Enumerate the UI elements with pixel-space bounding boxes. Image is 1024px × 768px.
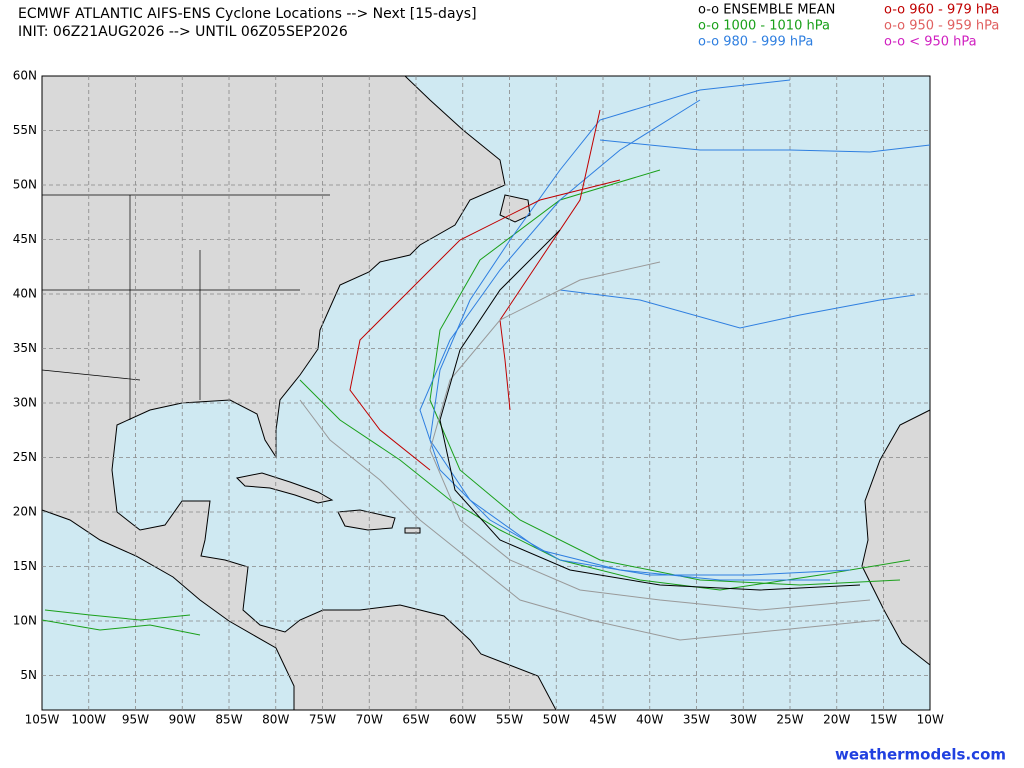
lat-label: 20N	[13, 505, 37, 519]
lat-label: 40N	[13, 287, 37, 301]
lon-label: 65W	[402, 713, 429, 727]
lon-label: 90W	[169, 713, 196, 727]
lat-label: 5N	[20, 668, 37, 682]
lat-label: 10N	[13, 614, 37, 628]
lon-label: 80W	[262, 713, 289, 727]
track	[41, 619, 201, 636]
legend-entry: o-o 950 - 959 hPa	[884, 19, 999, 34]
legend-entry: o-o 960 - 979 hPa	[884, 3, 999, 18]
lat-label: 30N	[13, 396, 37, 410]
lon-label: 105W	[25, 713, 60, 727]
track	[299, 399, 881, 641]
lon-label: 40W	[636, 713, 663, 727]
legend-entry: o-o 1000 - 1010 hPa	[698, 19, 830, 34]
track	[439, 229, 861, 591]
legend-entry: o-o < 950 hPa	[884, 35, 977, 50]
lon-label: 70W	[356, 713, 383, 727]
lon-label: 10W	[917, 713, 944, 727]
lon-label: 30W	[730, 713, 757, 727]
legend-entry: o-o 980 - 999 hPa	[698, 35, 813, 50]
track	[429, 261, 871, 611]
lat-label: 45N	[13, 232, 37, 246]
lon-label: 25W	[776, 713, 803, 727]
lon-label: 20W	[823, 713, 850, 727]
tracks	[41, 79, 931, 641]
subtitle: INIT: 06Z21AUG2026 --> UNTIL 06Z05SEP202…	[18, 24, 348, 40]
credit: weathermodels.com	[835, 746, 1006, 764]
lat-label: 60N	[13, 69, 37, 83]
track	[299, 379, 911, 591]
legend-entry: o-o ENSEMBLE MEAN	[698, 3, 835, 18]
track	[499, 109, 601, 411]
lon-label: 100W	[71, 713, 106, 727]
grid	[42, 76, 930, 710]
lat-label: 35N	[13, 341, 37, 355]
lat-label: 15N	[13, 559, 37, 573]
lon-label: 50W	[543, 713, 570, 727]
land	[41, 75, 931, 711]
lat-label: 55N	[13, 123, 37, 137]
lat-label: 50N	[13, 178, 37, 192]
track	[559, 289, 916, 329]
axes: 60N 55N 50N 45N 40N 35N 30N 25N 20N 15N 10N 5N 105W 1…	[13, 69, 944, 727]
lon-label: 75W	[309, 713, 336, 727]
lat-label: 25N	[13, 450, 37, 464]
title: ECMWF ATLANTIC AIFS-ENS Cyclone Location…	[18, 6, 477, 22]
lon-label: 85W	[215, 713, 242, 727]
track	[44, 609, 191, 621]
track	[429, 79, 830, 581]
track	[349, 179, 621, 471]
lon-label: 95W	[122, 713, 149, 727]
lon-label: 15W	[870, 713, 897, 727]
track	[599, 139, 931, 153]
lon-label: 45W	[589, 713, 616, 727]
track	[429, 169, 901, 586]
lon-label: 60W	[449, 713, 476, 727]
lon-label: 55W	[496, 713, 523, 727]
lon-label: 35W	[683, 713, 710, 727]
